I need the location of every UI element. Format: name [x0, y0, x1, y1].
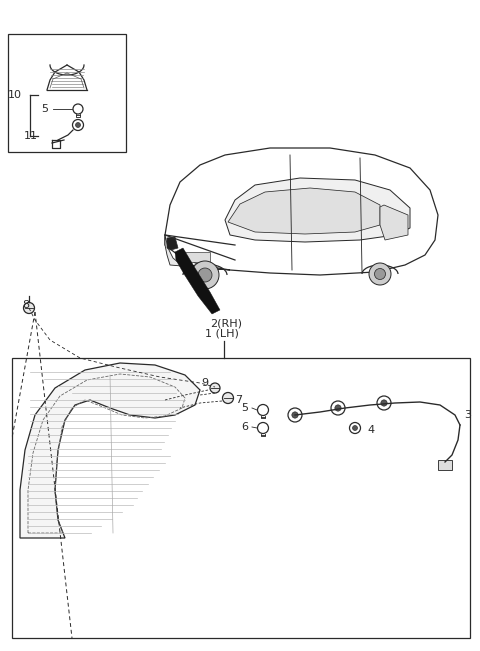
- Circle shape: [223, 393, 233, 404]
- Bar: [8, 34, 126, 152]
- Text: 9: 9: [201, 378, 208, 388]
- Polygon shape: [225, 178, 410, 242]
- Polygon shape: [380, 205, 408, 240]
- Circle shape: [191, 261, 219, 289]
- Text: 8: 8: [22, 300, 29, 310]
- Circle shape: [369, 263, 391, 285]
- Circle shape: [75, 122, 81, 128]
- Polygon shape: [228, 188, 380, 234]
- Circle shape: [198, 268, 212, 282]
- Polygon shape: [175, 248, 220, 314]
- Polygon shape: [167, 237, 178, 250]
- Text: 11: 11: [24, 131, 38, 141]
- Polygon shape: [165, 235, 230, 270]
- Text: 5: 5: [241, 403, 248, 413]
- Circle shape: [24, 303, 35, 314]
- Circle shape: [381, 400, 387, 406]
- Text: 6: 6: [241, 422, 248, 432]
- Text: 3: 3: [464, 410, 471, 420]
- Text: 2(RH): 2(RH): [210, 318, 242, 328]
- Circle shape: [352, 426, 358, 430]
- Text: 1 (LH): 1 (LH): [205, 328, 239, 338]
- Text: 4: 4: [367, 425, 374, 435]
- Circle shape: [335, 405, 341, 411]
- Text: 7: 7: [235, 395, 242, 405]
- Bar: [12, 358, 470, 638]
- Bar: [178, 252, 210, 262]
- Polygon shape: [20, 363, 200, 538]
- Text: 5: 5: [41, 104, 48, 114]
- Text: 10: 10: [8, 90, 22, 100]
- Polygon shape: [438, 460, 452, 470]
- Circle shape: [374, 268, 385, 279]
- Circle shape: [292, 412, 298, 418]
- Circle shape: [210, 383, 220, 393]
